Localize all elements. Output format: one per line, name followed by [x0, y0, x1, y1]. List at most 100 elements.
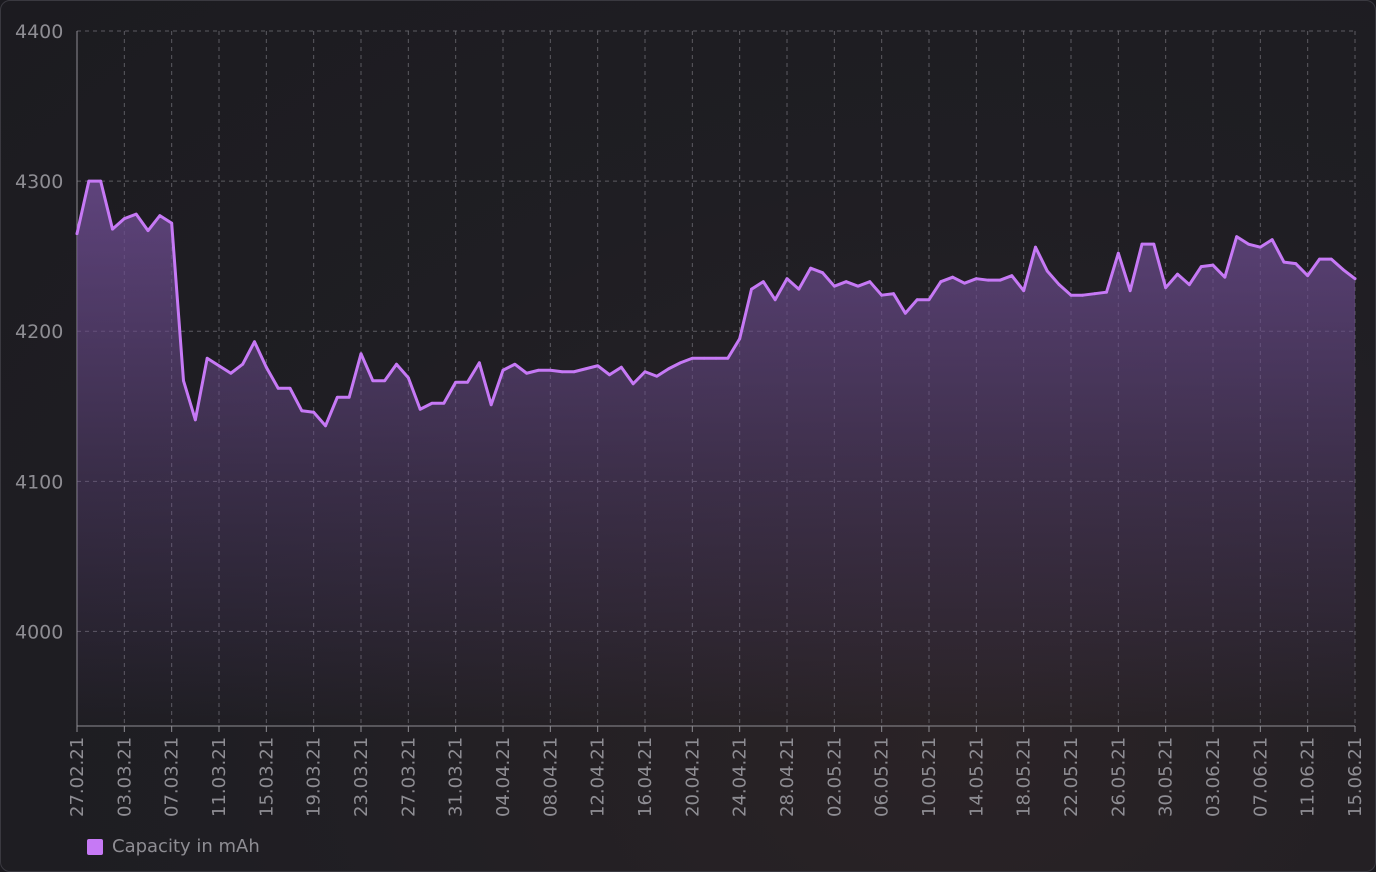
data-point: [253, 340, 256, 344]
x-tick-label: 11.03.21: [209, 737, 230, 817]
data-point: [714, 356, 718, 360]
x-tick-label: 08.04.21: [540, 737, 561, 817]
data-point: [383, 379, 387, 383]
data-point: [1282, 260, 1286, 264]
data-point: [1128, 289, 1132, 293]
data-point: [880, 293, 884, 297]
data-point: [631, 382, 635, 386]
x-tick-label: 11.06.21: [1298, 737, 1319, 817]
data-point: [418, 407, 422, 411]
data-point: [170, 221, 174, 225]
data-point: [395, 362, 398, 366]
data-point: [892, 292, 895, 296]
data-point: [596, 364, 600, 368]
y-tick-label: 4400: [15, 21, 63, 43]
data-point: [974, 277, 978, 281]
data-point: [868, 280, 872, 284]
data-point: [359, 352, 363, 356]
data-point: [1140, 242, 1144, 246]
data-point: [241, 362, 245, 366]
x-tick-label: 10.05.21: [919, 737, 940, 817]
data-point: [856, 284, 860, 288]
data-point: [548, 368, 552, 372]
data-point: [1306, 274, 1310, 278]
x-tick-label: 12.04.21: [588, 737, 609, 817]
data-point: [1164, 286, 1168, 290]
data-point: [182, 379, 185, 383]
data-point: [1353, 277, 1357, 281]
data-point: [1069, 293, 1073, 297]
data-point: [726, 356, 730, 360]
data-point: [1152, 242, 1156, 246]
x-tick-label: 06.05.21: [872, 737, 893, 817]
data-point: [442, 401, 446, 405]
data-point: [1105, 290, 1108, 294]
data-point: [489, 403, 493, 407]
data-point: [75, 232, 79, 236]
x-tick-label: 16.04.21: [635, 737, 656, 817]
data-point: [1093, 292, 1097, 296]
data-point: [1010, 274, 1014, 278]
data-point: [371, 379, 375, 383]
data-point: [205, 356, 209, 360]
data-point: [1034, 245, 1037, 249]
x-tick-label: 20.04.21: [682, 737, 703, 817]
data-point: [1318, 257, 1321, 261]
series-area: [77, 181, 1355, 727]
x-tick-label: 07.06.21: [1250, 737, 1271, 817]
x-tick-label: 27.02.21: [67, 737, 88, 817]
data-point: [229, 371, 233, 375]
x-tick-label: 02.05.21: [824, 737, 845, 817]
data-point: [430, 401, 434, 405]
data-point: [525, 371, 529, 375]
data-point: [619, 365, 623, 369]
data-point: [1116, 251, 1120, 255]
data-point: [998, 278, 1002, 282]
x-tick-label: 07.03.21: [162, 737, 183, 817]
x-tick-label: 27.03.21: [398, 737, 419, 817]
data-point: [537, 368, 540, 372]
x-tick-label: 31.03.21: [446, 737, 467, 817]
x-tick-label: 18.05.21: [1014, 737, 1035, 817]
data-point: [844, 280, 848, 284]
data-point: [288, 386, 292, 390]
data-point: [300, 409, 304, 413]
data-point: [560, 370, 564, 374]
y-tick-label: 4000: [15, 621, 63, 643]
data-point: [335, 395, 339, 399]
data-point: [832, 284, 836, 288]
data-point: [1341, 268, 1345, 272]
data-point: [111, 227, 114, 231]
data-point: [797, 287, 801, 291]
data-point: [951, 275, 955, 279]
data-point: [1329, 257, 1333, 261]
data-point: [312, 410, 316, 414]
legend-label: Capacity in mAh: [112, 836, 260, 857]
data-point: [986, 278, 990, 282]
data-point: [99, 179, 103, 183]
data-point: [1176, 272, 1179, 276]
data-point: [1258, 245, 1262, 249]
data-point: [608, 373, 611, 377]
data-point: [1187, 283, 1191, 287]
data-point: [584, 367, 588, 371]
data-point: [193, 418, 197, 422]
data-point: [702, 356, 706, 360]
data-point: [347, 395, 351, 399]
data-point: [1081, 293, 1085, 297]
data-point: [158, 214, 162, 218]
data-point: [1235, 235, 1239, 239]
y-tick-label: 4200: [15, 321, 63, 343]
data-point: [406, 376, 410, 380]
data-point: [690, 356, 694, 360]
data-point: [454, 380, 458, 384]
x-tick-label: 30.05.21: [1156, 737, 1177, 817]
x-tick-label: 22.05.21: [1061, 737, 1082, 817]
x-tick-label: 15.06.21: [1345, 737, 1366, 817]
data-point: [122, 217, 126, 221]
data-point: [501, 368, 505, 372]
x-tick-label: 19.03.21: [304, 737, 325, 817]
data-point: [1057, 283, 1061, 287]
data-point: [87, 179, 91, 183]
